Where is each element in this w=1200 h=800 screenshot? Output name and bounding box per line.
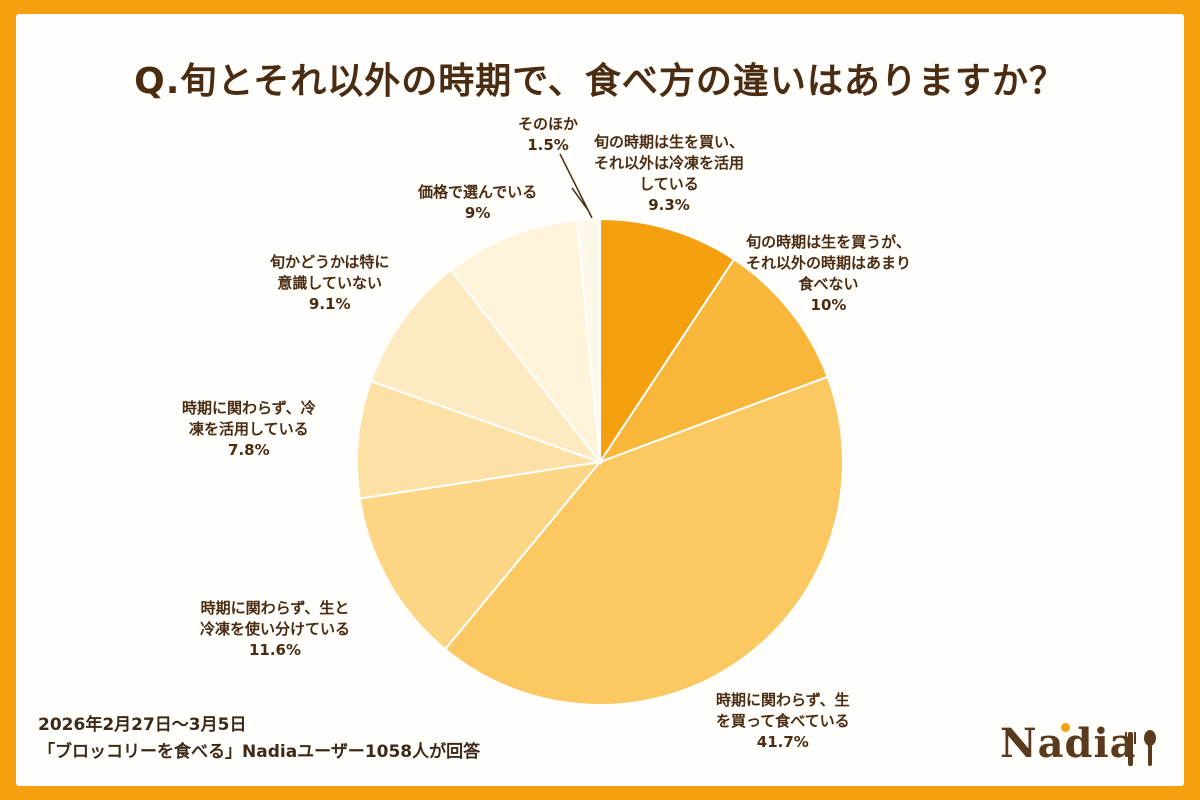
slice-value-label-4: 7.8% [228, 441, 270, 459]
survey-respondents: 「ブロッコリーを食べる」Nadiaユーザー1058人が回答 [38, 742, 481, 762]
slice-label-text-2: 時期に関わらず、生 を買って食べている [716, 691, 850, 730]
leader-line-1 [559, 153, 593, 219]
slice-value-label-1: 10% [810, 296, 847, 314]
logo-flower-icon [1061, 723, 1070, 732]
slice-value-label-5: 9.1% [308, 295, 351, 313]
pie-slice-6 [449, 218, 602, 466]
pie-slice-4 [356, 379, 601, 500]
fork-spoon-icon [1125, 730, 1156, 766]
slice-label-text-6: 価格で選んでいる [418, 183, 538, 201]
slice-label-text-3: 時期に関わらず、生と 冷凍を使い分けている [200, 599, 351, 638]
pie-slice-0 [599, 217, 736, 466]
slice-value-label-6: 9% [464, 204, 491, 222]
pie-slice-1 [597, 257, 829, 465]
pie-slice-3 [358, 460, 603, 651]
slice-label-5: 旬かどうかは特に 意識していない 9.1% [270, 252, 389, 315]
slice-value-label-2: 41.7% [756, 733, 809, 751]
pie-slice-2 [443, 375, 844, 706]
slice-label-7: そのほか 1.5% [518, 114, 578, 156]
chart-frame: Q.旬とそれ以外の時期で、食べ方の違いはありますか？ 旬の時期は生を買い、 それ… [16, 14, 1184, 786]
slice-label-4: 時期に関わらず、冷 凍を活用している 7.8% [182, 398, 316, 461]
slice-label-text-4: 時期に関わらず、冷 凍を活用している [182, 399, 316, 438]
chart-title: Q.旬とそれ以外の時期で、食べ方の違いはありますか？ [134, 61, 1066, 102]
slice-value-label-3: 11.6% [248, 641, 302, 659]
slice-value-label-7: 1.5% [527, 136, 569, 154]
pie-slice-5 [369, 268, 603, 465]
slice-label-2: 時期に関わらず、生 を買って食べている 41.7% [716, 690, 850, 753]
pie-slice-7 [576, 217, 601, 463]
slice-label-text-1: 旬の時期は生を買うが、 それ以外の時期はあまり 食べない [746, 233, 912, 293]
survey-period: 2026年2月27日〜3月5日 [38, 715, 247, 735]
slice-label-0: 旬の時期は生を買い、 それ以外は冷凍を活用 している 9.3% [594, 132, 744, 216]
slice-label-text-5: 旬かどうかは特に 意識していない [270, 253, 390, 292]
pie-chart [356, 153, 844, 706]
slice-label-text-7: そのほか [518, 115, 579, 133]
slice-label-text-0: 旬の時期は生を買い、 それ以外は冷凍を活用 している [594, 133, 745, 193]
survey-footnote: 2026年2月27日〜3月5日 「ブロッコリーを食べる」Nadiaユーザー105… [38, 712, 480, 766]
slice-label-6: 価格で選んでいる 9% [418, 182, 537, 224]
slice-label-3: 時期に関わらず、生と 冷凍を使い分けている 11.6% [200, 598, 350, 661]
slice-value-label-0: 9.3% [648, 196, 690, 214]
slice-label-1: 旬の時期は生を買うが、 それ以外の時期はあまり 食べない 10% [746, 232, 911, 316]
